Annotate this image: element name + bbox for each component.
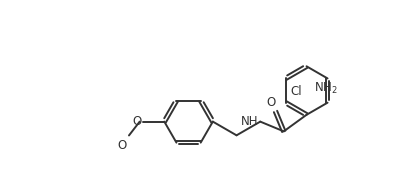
Text: O: O [132,115,141,128]
Text: NH: NH [240,115,258,128]
Text: Cl: Cl [290,85,302,98]
Text: O: O [266,96,275,109]
Text: O: O [118,139,127,152]
Text: NH$_2$: NH$_2$ [314,81,338,96]
